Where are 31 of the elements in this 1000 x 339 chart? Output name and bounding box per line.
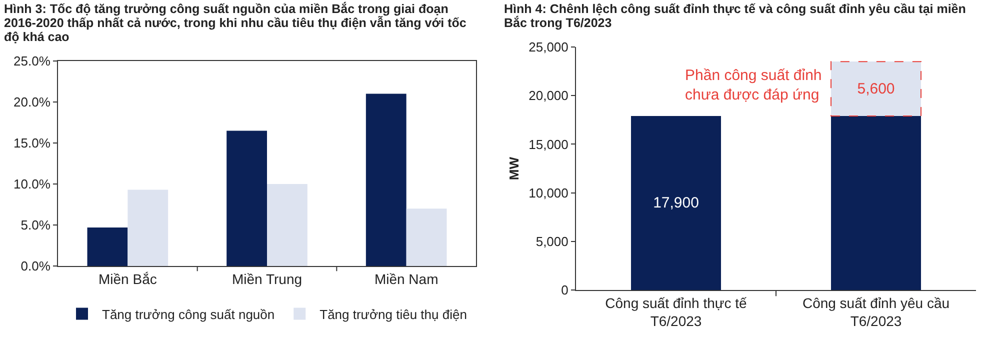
y-tick-label: 10,000 (528, 185, 568, 200)
data-label: 5,600 (857, 80, 895, 98)
y-tick-label: 15,000 (528, 136, 568, 152)
y-tick-label: 20,000 (528, 88, 568, 104)
y-tick-label: 0.0% (20, 258, 51, 274)
x-tick-label: Miền Nam (374, 270, 438, 287)
bar (366, 94, 406, 266)
y-tick-label: 0 (561, 282, 568, 298)
bar (87, 227, 128, 266)
bar (226, 130, 267, 266)
y-tick-label: 15.0% (14, 136, 51, 151)
x-tick-label: Công suất đỉnh thực tế T6/2023 (605, 294, 748, 329)
legend-label: Tăng trưởng tiêu thụ điện (320, 306, 467, 322)
x-tick-label: Miền Trung (232, 270, 302, 287)
y-tick-label: 5,000 (536, 234, 568, 249)
bar (267, 184, 308, 266)
bar (128, 190, 168, 266)
y-tick-label: 10.0% (14, 176, 51, 192)
chart-title: Hình 3: Tốc độ tăng trưởng công suất nguồn của miền Bắc trong giai đoạn 2016-2020 thấp nhất cả nước, trong khi nhu cầu tiêu thụ điện vẫn tăng với tốc độ khá cao (4, 0, 468, 44)
bar (406, 208, 447, 266)
annotation: Phần công suất đỉnh chưa được đáp ứng (685, 67, 822, 104)
y-tick-label: 25,000 (528, 40, 568, 55)
y-tick-label: 25.0% (14, 54, 51, 69)
y-axis-title: MW (506, 156, 522, 180)
x-tick-label: Miền Bắc (98, 270, 157, 287)
chart-title: Hình 4: Chênh lệch công suất đỉnh thực tế và công suất đỉnh yêu cầu tại miền Bắc trong T6/2023 (504, 1, 967, 30)
legend-label: Tăng trưởng công suất nguồn (102, 306, 275, 322)
y-tick-label: 5.0% (20, 218, 51, 233)
y-tick-label: 20.0% (14, 94, 51, 110)
data-label: 17,900 (653, 194, 699, 212)
x-tick-label: Công suất đỉnh yêu cầu T6/2023 (802, 294, 950, 329)
